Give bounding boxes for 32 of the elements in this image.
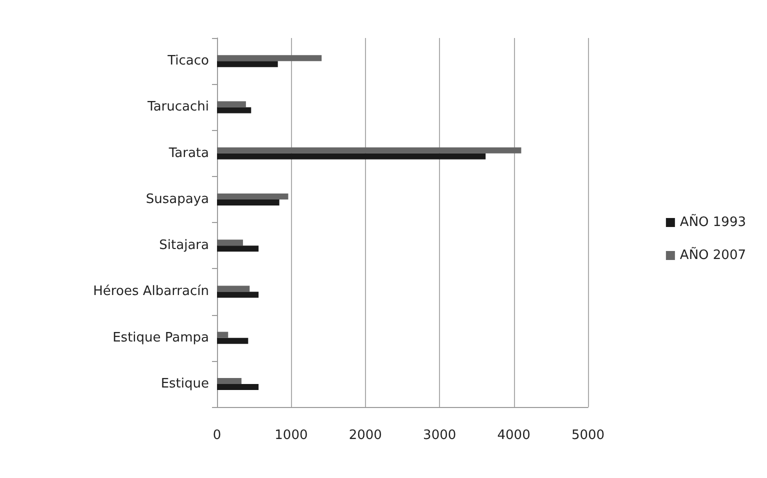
bar bbox=[217, 153, 486, 160]
bar bbox=[217, 378, 242, 384]
bar bbox=[217, 101, 246, 108]
y-tick-label: Tarucachi bbox=[146, 100, 209, 115]
y-tick-label: Estique Pampa bbox=[112, 330, 209, 346]
x-tick-label: 3000 bbox=[423, 428, 456, 443]
x-tick-label: 1000 bbox=[274, 428, 308, 443]
y-tick-label: Tarata bbox=[168, 146, 209, 161]
bar bbox=[217, 292, 259, 298]
bar bbox=[217, 147, 522, 154]
legend-label: AÑO 1993 bbox=[680, 214, 746, 230]
bar bbox=[217, 384, 259, 390]
y-tick-label: Estique bbox=[160, 376, 209, 392]
y-tick-label: Sitajara bbox=[159, 238, 209, 254]
y-tick-label: Héroes Albarracín bbox=[93, 284, 209, 300]
bar bbox=[217, 199, 280, 206]
legend-label: AÑO 2007 bbox=[680, 247, 746, 263]
bar bbox=[217, 61, 278, 68]
bar bbox=[217, 55, 322, 62]
bar bbox=[217, 107, 252, 114]
x-tick-label: 2000 bbox=[348, 428, 382, 443]
bar bbox=[217, 338, 248, 344]
bar bbox=[217, 332, 228, 338]
y-tick-label: Susapaya bbox=[146, 192, 209, 207]
x-tick-label: 4000 bbox=[497, 428, 530, 443]
bar bbox=[217, 240, 243, 246]
y-tick-label: Ticaco bbox=[166, 54, 210, 69]
bar bbox=[217, 193, 288, 200]
bar bbox=[217, 246, 259, 252]
x-tick-label: 5000 bbox=[571, 428, 605, 443]
x-tick-label: 0 bbox=[212, 428, 222, 443]
bar bbox=[217, 286, 250, 292]
